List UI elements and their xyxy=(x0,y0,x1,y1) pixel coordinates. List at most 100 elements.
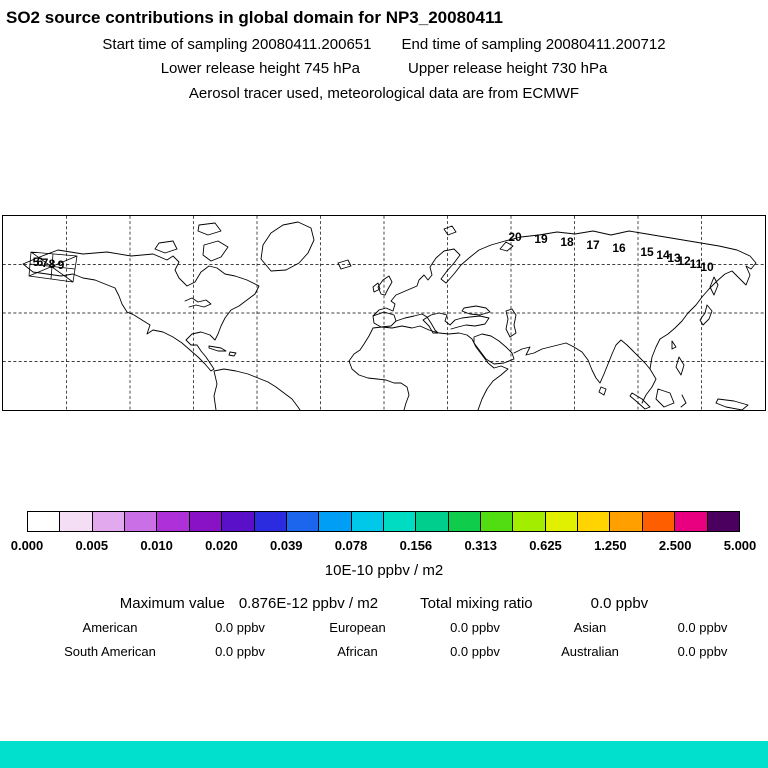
colorbar-segment xyxy=(545,512,579,531)
source-region-hatched-cell xyxy=(28,251,78,283)
continent-eurasia-north xyxy=(372,230,757,404)
sampling-times-line: Start time of sampling 20080411.200651 E… xyxy=(0,36,768,53)
colorbar-tick-label: 0.010 xyxy=(140,538,173,553)
trajectory-hour-label: 13 xyxy=(667,251,681,265)
colorbar-segment xyxy=(481,512,514,531)
colorbar-units-label: 10E-10 ppbv / m2 xyxy=(324,562,444,579)
south-asia-coast xyxy=(513,339,651,384)
colorbar-tick-label: 0.005 xyxy=(75,538,109,553)
tracer-line: Aerosol tracer used, meteorological data… xyxy=(0,85,768,102)
arctic-islands xyxy=(154,222,514,262)
colorbar-segment xyxy=(610,512,643,531)
iberia xyxy=(372,311,397,328)
caspian-sea xyxy=(505,308,517,338)
colorbar-segment xyxy=(675,512,708,531)
colorbar-segment xyxy=(448,512,482,531)
sri-lanka xyxy=(598,386,607,396)
arabia xyxy=(473,333,515,365)
black-sea xyxy=(461,305,491,316)
colorbar-segment xyxy=(383,512,417,531)
colorbar-segment xyxy=(513,512,546,531)
southeast-asia-islands xyxy=(629,388,749,410)
colorbar-tick-label: 0.156 xyxy=(399,538,433,553)
colorbar-tick-label: 0.078 xyxy=(334,538,368,553)
colorbar-tick-label: 0.039 xyxy=(269,538,303,553)
colorbar-segment xyxy=(189,512,223,531)
trajectory-hour-label: 19 xyxy=(534,232,548,246)
region-name: Asian xyxy=(573,620,607,635)
colorbar-segment xyxy=(707,512,739,531)
iceland xyxy=(337,259,352,270)
start-time-text: Start time of sampling 20080411.200651 xyxy=(102,36,372,53)
trajectory-hour-label: 12 xyxy=(677,254,691,268)
lower-release-text: Lower release height 745 hPa xyxy=(160,60,360,77)
trajectory-hour-label: 15 xyxy=(640,245,654,259)
colorbar-tick-label: 5.000 xyxy=(723,538,757,553)
trajectory-hour-label: 9 xyxy=(57,258,65,272)
caribbean-islands xyxy=(208,345,237,357)
colorbar xyxy=(27,511,740,532)
trajectory-hour-label: 6 xyxy=(36,255,44,269)
spacer xyxy=(225,595,239,612)
region-value: 0.0 ppbv xyxy=(215,620,265,635)
trajectory-hour-label: 7 xyxy=(41,256,49,270)
colorbar-segment xyxy=(578,512,611,531)
bottom-strip xyxy=(0,741,768,768)
colorbar-tick-label: 0.000 xyxy=(10,538,44,553)
colorbar-segment xyxy=(125,512,158,531)
total-mixing-ratio-label: Total mixing ratio xyxy=(420,595,533,612)
region-value: 0.0 ppbv xyxy=(450,644,500,659)
trajectory-hour-label: 10 xyxy=(700,260,714,274)
region-value: 0.0 ppbv xyxy=(215,644,265,659)
colorbar-segment xyxy=(416,512,449,531)
release-heights-line: Lower release height 745 hPa Upper relea… xyxy=(0,60,768,77)
maximum-value-text: 0.876E-12 ppbv / m2 xyxy=(238,595,379,612)
region-name: European xyxy=(329,620,386,635)
continent-north-america xyxy=(22,249,260,372)
colorbar-segment xyxy=(254,512,287,531)
spacer xyxy=(533,595,591,612)
colorbar-segment xyxy=(319,512,352,531)
spacer xyxy=(378,595,420,612)
british-isles xyxy=(372,275,393,296)
colorbar-tick-label: 2.500 xyxy=(658,538,692,553)
colorbar-segment xyxy=(286,512,320,531)
colorbar-segment xyxy=(222,512,255,531)
colorbar-ticks: 0.000 0.005 0.010 0.020 0.039 0.078 0.156 0.313… xyxy=(11,538,757,554)
east-asia-islands xyxy=(671,276,719,376)
colorbar-segment xyxy=(92,512,126,531)
colorbar-tick-label: 1.250 xyxy=(594,538,627,553)
colorbar-segment xyxy=(28,512,61,531)
colorbar-tick-label: 0.625 xyxy=(529,538,562,553)
summary-line: Maximum value 0.876E-12 ppbv / m2 Total … xyxy=(0,595,768,612)
region-name: South American xyxy=(64,644,156,659)
colorbar-segment xyxy=(351,512,384,531)
continent-south-america xyxy=(213,368,301,410)
total-mixing-ratio-value: 0.0 ppbv xyxy=(590,595,649,612)
coastlines xyxy=(22,221,757,410)
trajectory-hour-label: 5 xyxy=(32,255,40,269)
region-name: American xyxy=(82,620,138,635)
mediterranean-north-shore xyxy=(395,312,490,334)
greenland xyxy=(260,221,315,272)
trajectory-hour-label: 18 xyxy=(560,235,574,249)
continent-africa xyxy=(348,325,509,410)
colorbar-segment xyxy=(642,512,676,531)
world-map: 20 19 18 17 16 15 14 13 12 11 10 9 8 7 6 5 xyxy=(2,215,766,411)
trajectory-hour-label: 20 xyxy=(508,230,522,244)
colorbar-segment xyxy=(60,512,93,531)
trajectory-hour-label: 16 xyxy=(612,241,626,255)
page-title: SO2 source contributions in global domai… xyxy=(6,8,503,27)
tracer-text: Aerosol tracer used, meteorological data… xyxy=(188,85,580,102)
end-time-text: End time of sampling 20080411.200712 xyxy=(401,36,666,53)
trajectory-hour-label: 8 xyxy=(48,257,56,271)
maximum-value-label: Maximum value xyxy=(119,595,225,612)
world-map-svg xyxy=(3,216,765,410)
region-mixing-ratio-table: American 0.0 ppbv European 0.0 ppbv Asia… xyxy=(30,620,738,659)
region-value: 0.0 ppbv xyxy=(677,620,728,635)
trajectory-hour-label: 11 xyxy=(689,257,703,271)
colorbar-segment xyxy=(157,512,190,531)
region-value: 0.0 ppbv xyxy=(450,620,500,635)
colorbar-tick-label: 0.020 xyxy=(205,538,238,553)
